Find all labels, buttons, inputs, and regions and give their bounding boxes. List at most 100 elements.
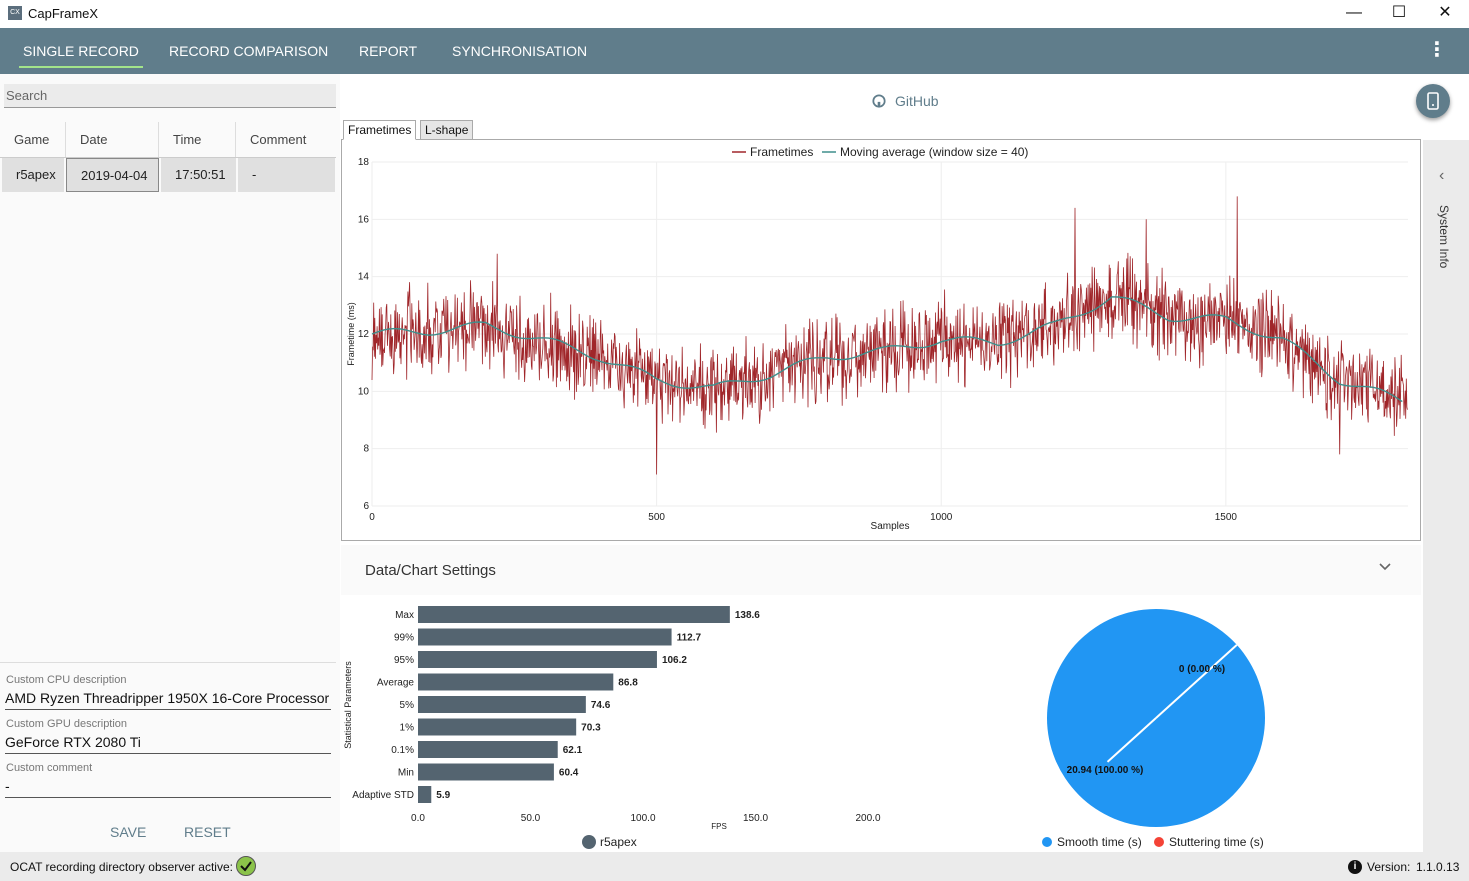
y-tick-label: 16 — [358, 214, 370, 225]
tab-l-shape[interactable]: L-shape — [420, 120, 474, 140]
status-bar: OCAT recording directory observer active… — [0, 852, 1469, 881]
legend-label-stutter: Stuttering time (s) — [1169, 835, 1264, 849]
save-button[interactable]: SAVE — [110, 824, 147, 840]
cpu-description-label: Custom CPU description — [6, 674, 127, 686]
y-tick-label: 8 — [363, 444, 369, 455]
bar-category-label: 99% — [394, 633, 414, 644]
reset-button[interactable]: RESET — [184, 824, 231, 840]
minimize-button[interactable]: — — [1346, 4, 1362, 21]
search-input[interactable] — [4, 84, 336, 108]
bar — [418, 741, 558, 758]
x-tick-label: 1000 — [930, 512, 953, 523]
bar-value-label: 86.8 — [618, 678, 638, 689]
statistics-panel: Max 138.6 99% 112.7 95% 106.2 Average 86.8 5% 74.… — [341, 598, 1421, 852]
bar-value-label: 70.3 — [581, 723, 601, 734]
legend-label-smooth: Smooth time (s) — [1057, 835, 1142, 849]
bar — [418, 786, 432, 803]
tab-frametimes[interactable]: Frametimes — [343, 120, 417, 140]
cell-comment[interactable]: - — [238, 158, 335, 192]
bar-value-label: 62.1 — [563, 745, 583, 756]
fps-bar-chart: Max 138.6 99% 112.7 95% 106.2 Average 86.8 5% 74.… — [343, 606, 881, 849]
x-tick-label: 100.0 — [630, 813, 655, 824]
legend-swatch-r5apex — [582, 835, 596, 849]
frametime-chart: 0 500 1000 1500 6 8 10 12 14 16 18 Samples Frametime… — [346, 145, 1408, 532]
bar-category-label: 95% — [394, 655, 414, 666]
column-header-date[interactable]: Date — [66, 122, 159, 158]
bar — [418, 696, 586, 713]
y-tick-label: 12 — [358, 329, 370, 340]
cell-date[interactable]: 2019-04-04 — [66, 158, 159, 192]
comment-field[interactable]: - — [5, 778, 331, 798]
x-tick-label: 0 — [369, 512, 375, 523]
x-tick-label: 1500 — [1215, 512, 1238, 523]
bar-category-label: Max — [395, 610, 414, 621]
screenshot-button[interactable] — [1416, 84, 1450, 118]
bar-category-label: Min — [398, 768, 414, 779]
y-tick-label: 14 — [358, 272, 370, 283]
window-titlebar: CX CapFrameX — ☐ ✕ — [0, 0, 1469, 28]
column-header-comment[interactable]: Comment — [250, 132, 307, 147]
frametime-chart-panel: 0 500 1000 1500 6 8 10 12 14 16 18 Samples Frametime… — [341, 139, 1421, 541]
divider — [0, 662, 336, 663]
observer-status-text: OCAT recording directory observer active… — [10, 860, 233, 874]
bar — [418, 763, 554, 781]
legend-label-r5apex: r5apex — [600, 835, 637, 849]
github-icon[interactable] — [872, 94, 886, 108]
record-list-panel: Game Date Time Comment r5apex 2019-04-04… — [0, 74, 340, 852]
info-icon: i — [1348, 860, 1362, 874]
chart-settings-label: Data/Chart Settings — [365, 562, 496, 579]
moving-average-series-line — [371, 296, 1403, 403]
bar-category-label: 1% — [400, 723, 415, 734]
bar — [418, 651, 657, 668]
bar-value-label: 5.9 — [436, 790, 450, 801]
y-tick-label: 18 — [358, 157, 370, 168]
tab-record-comparison[interactable]: RECORD COMPARISON — [169, 43, 329, 59]
x-tick-label: 50.0 — [521, 813, 541, 824]
bar — [418, 718, 577, 736]
main-nav: SINGLE RECORD RECORD COMPARISON REPORT S… — [0, 28, 1469, 74]
frametimes-series-line — [371, 196, 1408, 475]
checkmark-icon — [236, 856, 256, 876]
y-tick-label: 10 — [358, 386, 370, 397]
x-tick-label: 200.0 — [855, 813, 880, 824]
cell-time[interactable]: 17:50:51 — [161, 158, 236, 192]
y-tick-label: 6 — [363, 501, 369, 512]
column-header-game[interactable]: Game — [0, 122, 66, 158]
system-info-sidebar[interactable] — [1423, 140, 1469, 852]
x-tick-label: 150.0 — [743, 813, 768, 824]
column-header-time[interactable]: Time — [159, 122, 236, 158]
legend-swatch-smooth — [1042, 837, 1052, 847]
bar-value-label: 138.6 — [735, 610, 760, 621]
bar-value-label: 74.6 — [591, 700, 611, 711]
chevron-down-icon[interactable] — [1379, 561, 1391, 573]
bar-category-label: 0.1% — [391, 745, 414, 756]
cpu-description-field[interactable]: AMD Ryzen Threadripper 1950X 16-Core Pro… — [5, 690, 331, 710]
stutter-pie-chart: 20.94 (100.00 %) 0 (0.00 %) Smooth time (s… — [1042, 609, 1265, 849]
cell-game[interactable]: r5apex — [2, 158, 64, 192]
legend-label-frametimes: Frametimes — [750, 145, 813, 159]
tab-synchronisation[interactable]: SYNCHRONISATION — [452, 43, 588, 59]
gpu-description-field[interactable]: GeForce RTX 2080 Ti — [5, 734, 331, 754]
more-menu-icon[interactable]: ⋮ — [1427, 39, 1447, 61]
maximize-button[interactable]: ☐ — [1391, 4, 1407, 21]
github-link[interactable]: GitHub — [895, 93, 939, 109]
version-value: 1.1.0.13 — [1416, 860, 1460, 874]
bar — [418, 628, 672, 646]
pie-leader-line — [1106, 717, 1157, 763]
bar-value-label: 106.2 — [662, 655, 687, 666]
y-axis-label: Frametime (ms) — [346, 302, 356, 366]
bar-category-label: Adaptive STD — [352, 790, 414, 801]
x-axis-label: FPS — [711, 822, 727, 831]
bar-value-label: 60.4 — [559, 768, 579, 779]
close-button[interactable]: ✕ — [1438, 4, 1452, 21]
version-label: Version: — [1367, 860, 1411, 874]
table-header-divider — [0, 157, 336, 158]
app-icon: CX — [8, 6, 22, 20]
tab-report[interactable]: REPORT — [359, 43, 418, 59]
phone-icon — [1427, 92, 1439, 110]
tab-single-record[interactable]: SINGLE RECORD — [19, 28, 143, 68]
chevron-left-icon[interactable]: ‹ — [1439, 167, 1445, 184]
chart-settings-expander[interactable]: Data/Chart Settings — [341, 545, 1421, 595]
bar — [418, 673, 614, 691]
system-info-label[interactable]: System Info — [1437, 205, 1451, 269]
